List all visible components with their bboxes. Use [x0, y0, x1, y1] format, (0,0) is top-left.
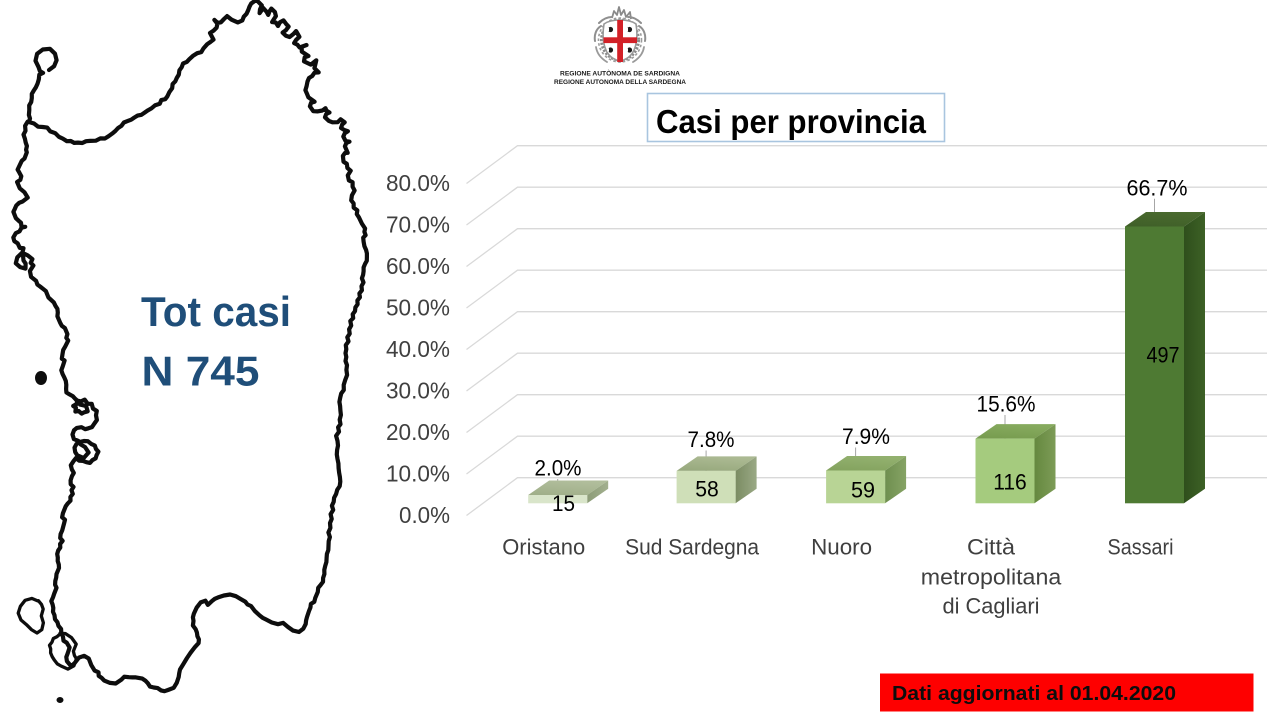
svg-text:N 745: N 745	[142, 348, 260, 395]
svg-text:30.0%: 30.0%	[386, 378, 450, 404]
svg-text:2.0%: 2.0%	[535, 456, 582, 481]
svg-text:59: 59	[851, 478, 875, 503]
svg-text:20.0%: 20.0%	[386, 419, 450, 445]
svg-text:7.9%: 7.9%	[842, 424, 890, 449]
svg-text:58: 58	[695, 477, 719, 502]
svg-text:10.0%: 10.0%	[386, 461, 450, 487]
svg-text:di Cagliari: di Cagliari	[943, 594, 1040, 619]
svg-text:Nuoro: Nuoro	[811, 535, 872, 560]
svg-text:metropolitana: metropolitana	[921, 565, 1062, 590]
svg-text:50.0%: 50.0%	[386, 295, 450, 321]
svg-text:15: 15	[552, 491, 575, 516]
svg-text:Tot casi: Tot casi	[141, 288, 291, 335]
svg-text:66.7%: 66.7%	[1127, 176, 1188, 201]
svg-text:70.0%: 70.0%	[386, 212, 450, 238]
svg-text:60.0%: 60.0%	[386, 253, 450, 279]
svg-text:7.8%: 7.8%	[688, 427, 735, 452]
svg-text:497: 497	[1147, 343, 1180, 368]
svg-text:Casi per provincia: Casi per provincia	[656, 103, 927, 140]
svg-text:Sud Sardegna: Sud Sardegna	[625, 535, 759, 560]
svg-text:REGIONE AUTÒNOMA DE SARDIGNA: REGIONE AUTÒNOMA DE SARDIGNA	[560, 69, 680, 78]
svg-text:0.0%: 0.0%	[399, 502, 450, 528]
svg-text:REGIONE AUTONOMA DELLA SARDEGN: REGIONE AUTONOMA DELLA SARDEGNA	[554, 79, 686, 86]
svg-text:Dati aggiornati al 01.04.2020: Dati aggiornati al 01.04.2020	[892, 682, 1176, 705]
svg-text:Oristano: Oristano	[502, 535, 585, 560]
svg-text:116: 116	[993, 470, 1027, 495]
svg-text:Sassari: Sassari	[1108, 535, 1174, 560]
svg-text:15.6%: 15.6%	[977, 392, 1036, 417]
svg-text:80.0%: 80.0%	[386, 170, 450, 196]
svg-text:40.0%: 40.0%	[386, 336, 450, 362]
svg-text:Città: Città	[967, 535, 1016, 560]
